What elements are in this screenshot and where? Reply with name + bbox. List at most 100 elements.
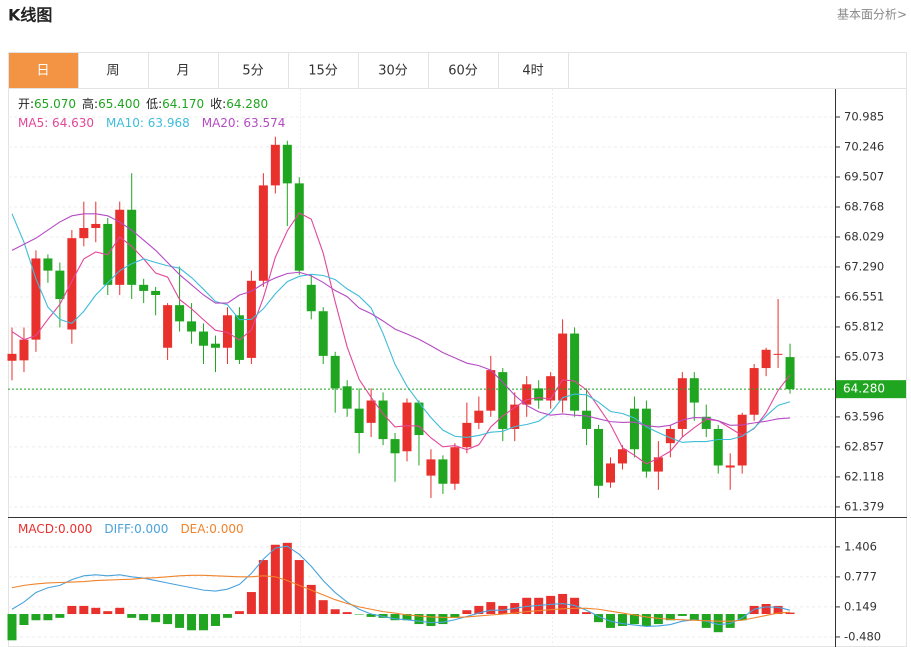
ohlc-name: 开: bbox=[18, 97, 34, 111]
fundamental-link[interactable]: 基本面分析> bbox=[837, 8, 907, 22]
y-tick-label: 62.118 bbox=[844, 469, 884, 483]
grid bbox=[8, 116, 840, 638]
macd-bar bbox=[294, 560, 304, 615]
candle-body bbox=[498, 372, 508, 429]
candle-body bbox=[67, 238, 77, 330]
candle-body bbox=[438, 459, 448, 484]
ohlc-value: 64.280 bbox=[226, 97, 268, 111]
macd-legend: MACD:0.000 DIFF:0.000 DEA:0.000 bbox=[18, 522, 244, 536]
macd-bar bbox=[306, 584, 316, 615]
tab[interactable]: 周 bbox=[106, 64, 119, 79]
tab[interactable]: 15分 bbox=[308, 64, 338, 79]
tab-active-bg bbox=[9, 53, 78, 88]
candle-body bbox=[761, 349, 771, 369]
candle-body bbox=[582, 410, 592, 429]
candle-body bbox=[522, 384, 532, 405]
labels: 70.985 70.246 69.507 68.768 68.029 67.290 66.5… bbox=[18, 96, 906, 643]
macd-bar bbox=[175, 614, 185, 628]
candle-body bbox=[689, 378, 699, 403]
candle-body bbox=[342, 386, 352, 409]
macd-bar bbox=[55, 614, 65, 618]
y-tick-label: 66.551 bbox=[844, 289, 884, 303]
indicator-line bbox=[11, 574, 791, 622]
candle-body bbox=[402, 402, 412, 452]
tab[interactable]: 4时 bbox=[522, 64, 543, 79]
candle-body bbox=[318, 311, 328, 356]
macd-bar bbox=[617, 614, 627, 626]
candle-body bbox=[163, 305, 173, 348]
ohlc-value: 65.070 bbox=[34, 97, 76, 111]
y-tick-label: 70.985 bbox=[844, 109, 884, 123]
macd-bar bbox=[677, 614, 687, 616]
candle-body bbox=[43, 258, 53, 271]
macd-bar bbox=[103, 611, 113, 615]
macd-bar bbox=[43, 614, 53, 621]
candle-body bbox=[7, 353, 17, 361]
ohlc-value: 64.170 bbox=[162, 97, 204, 111]
macd-bar bbox=[246, 592, 256, 615]
candle-body bbox=[785, 357, 795, 390]
macd-bar bbox=[737, 614, 747, 621]
tab[interactable]: 月 bbox=[176, 64, 189, 79]
ohlc-name: 高: bbox=[82, 96, 98, 111]
ohlc-legend: 开:65.070 高:65.400 低:64.170 收:64.280 bbox=[18, 96, 268, 111]
candle-body bbox=[450, 447, 460, 484]
candle-body bbox=[641, 408, 651, 472]
marks bbox=[7, 136, 835, 641]
candle-body bbox=[19, 339, 29, 361]
candle-body bbox=[462, 422, 472, 448]
macd-bar bbox=[187, 614, 197, 631]
candle-body bbox=[594, 428, 604, 486]
candle-body bbox=[677, 378, 687, 429]
candle-body bbox=[31, 258, 41, 340]
candle-body bbox=[115, 209, 125, 285]
candle-body bbox=[486, 370, 496, 411]
last-price-tag bbox=[836, 380, 906, 399]
macd-bar bbox=[713, 614, 723, 633]
macd-bar bbox=[426, 614, 436, 626]
macd-bar bbox=[7, 614, 17, 641]
candle-body bbox=[474, 410, 484, 423]
macd-bar bbox=[222, 614, 232, 618]
candle-body bbox=[366, 400, 376, 423]
macd-bar bbox=[665, 614, 675, 621]
candle-body bbox=[606, 463, 615, 483]
macd-bar bbox=[773, 605, 783, 615]
y-tick-label: 1.406 bbox=[844, 539, 877, 553]
candle-body bbox=[546, 376, 556, 401]
indicator-line bbox=[11, 213, 791, 428]
candle-body bbox=[701, 416, 711, 429]
macd-bar bbox=[79, 605, 89, 615]
macd-bar bbox=[330, 609, 340, 615]
candle-body bbox=[151, 290, 161, 295]
tab[interactable]: 30分 bbox=[378, 64, 408, 79]
candle-body bbox=[629, 408, 639, 450]
candle-body bbox=[175, 305, 185, 322]
candle-body bbox=[354, 408, 364, 434]
candle-body bbox=[414, 402, 424, 436]
tab[interactable]: 60分 bbox=[448, 64, 478, 79]
y-tick-label: 65.812 bbox=[844, 319, 884, 333]
macd-bar bbox=[91, 607, 101, 615]
candle-body bbox=[306, 284, 316, 312]
macd-bar bbox=[641, 614, 651, 626]
macd-bar bbox=[210, 614, 220, 626]
candle-body bbox=[294, 183, 304, 271]
macd-bar bbox=[390, 614, 400, 621]
macd-bar bbox=[653, 614, 663, 625]
macd-bar bbox=[462, 610, 472, 615]
macd-bar bbox=[282, 542, 292, 615]
tab[interactable]: 日 bbox=[36, 64, 49, 79]
macd-bar bbox=[139, 614, 149, 621]
tab[interactable]: 5分 bbox=[242, 64, 263, 79]
macd-bar bbox=[199, 614, 209, 631]
macd-bar bbox=[414, 614, 424, 625]
tab-bar: 日 周 月 5分 15分 30分 60分 4时 bbox=[9, 53, 569, 88]
macd-bar bbox=[127, 614, 137, 618]
macd-bar bbox=[342, 612, 352, 615]
candle-body bbox=[282, 144, 292, 184]
candle-body bbox=[330, 355, 340, 389]
macd-bar bbox=[785, 612, 795, 615]
macd-bar bbox=[402, 614, 412, 621]
